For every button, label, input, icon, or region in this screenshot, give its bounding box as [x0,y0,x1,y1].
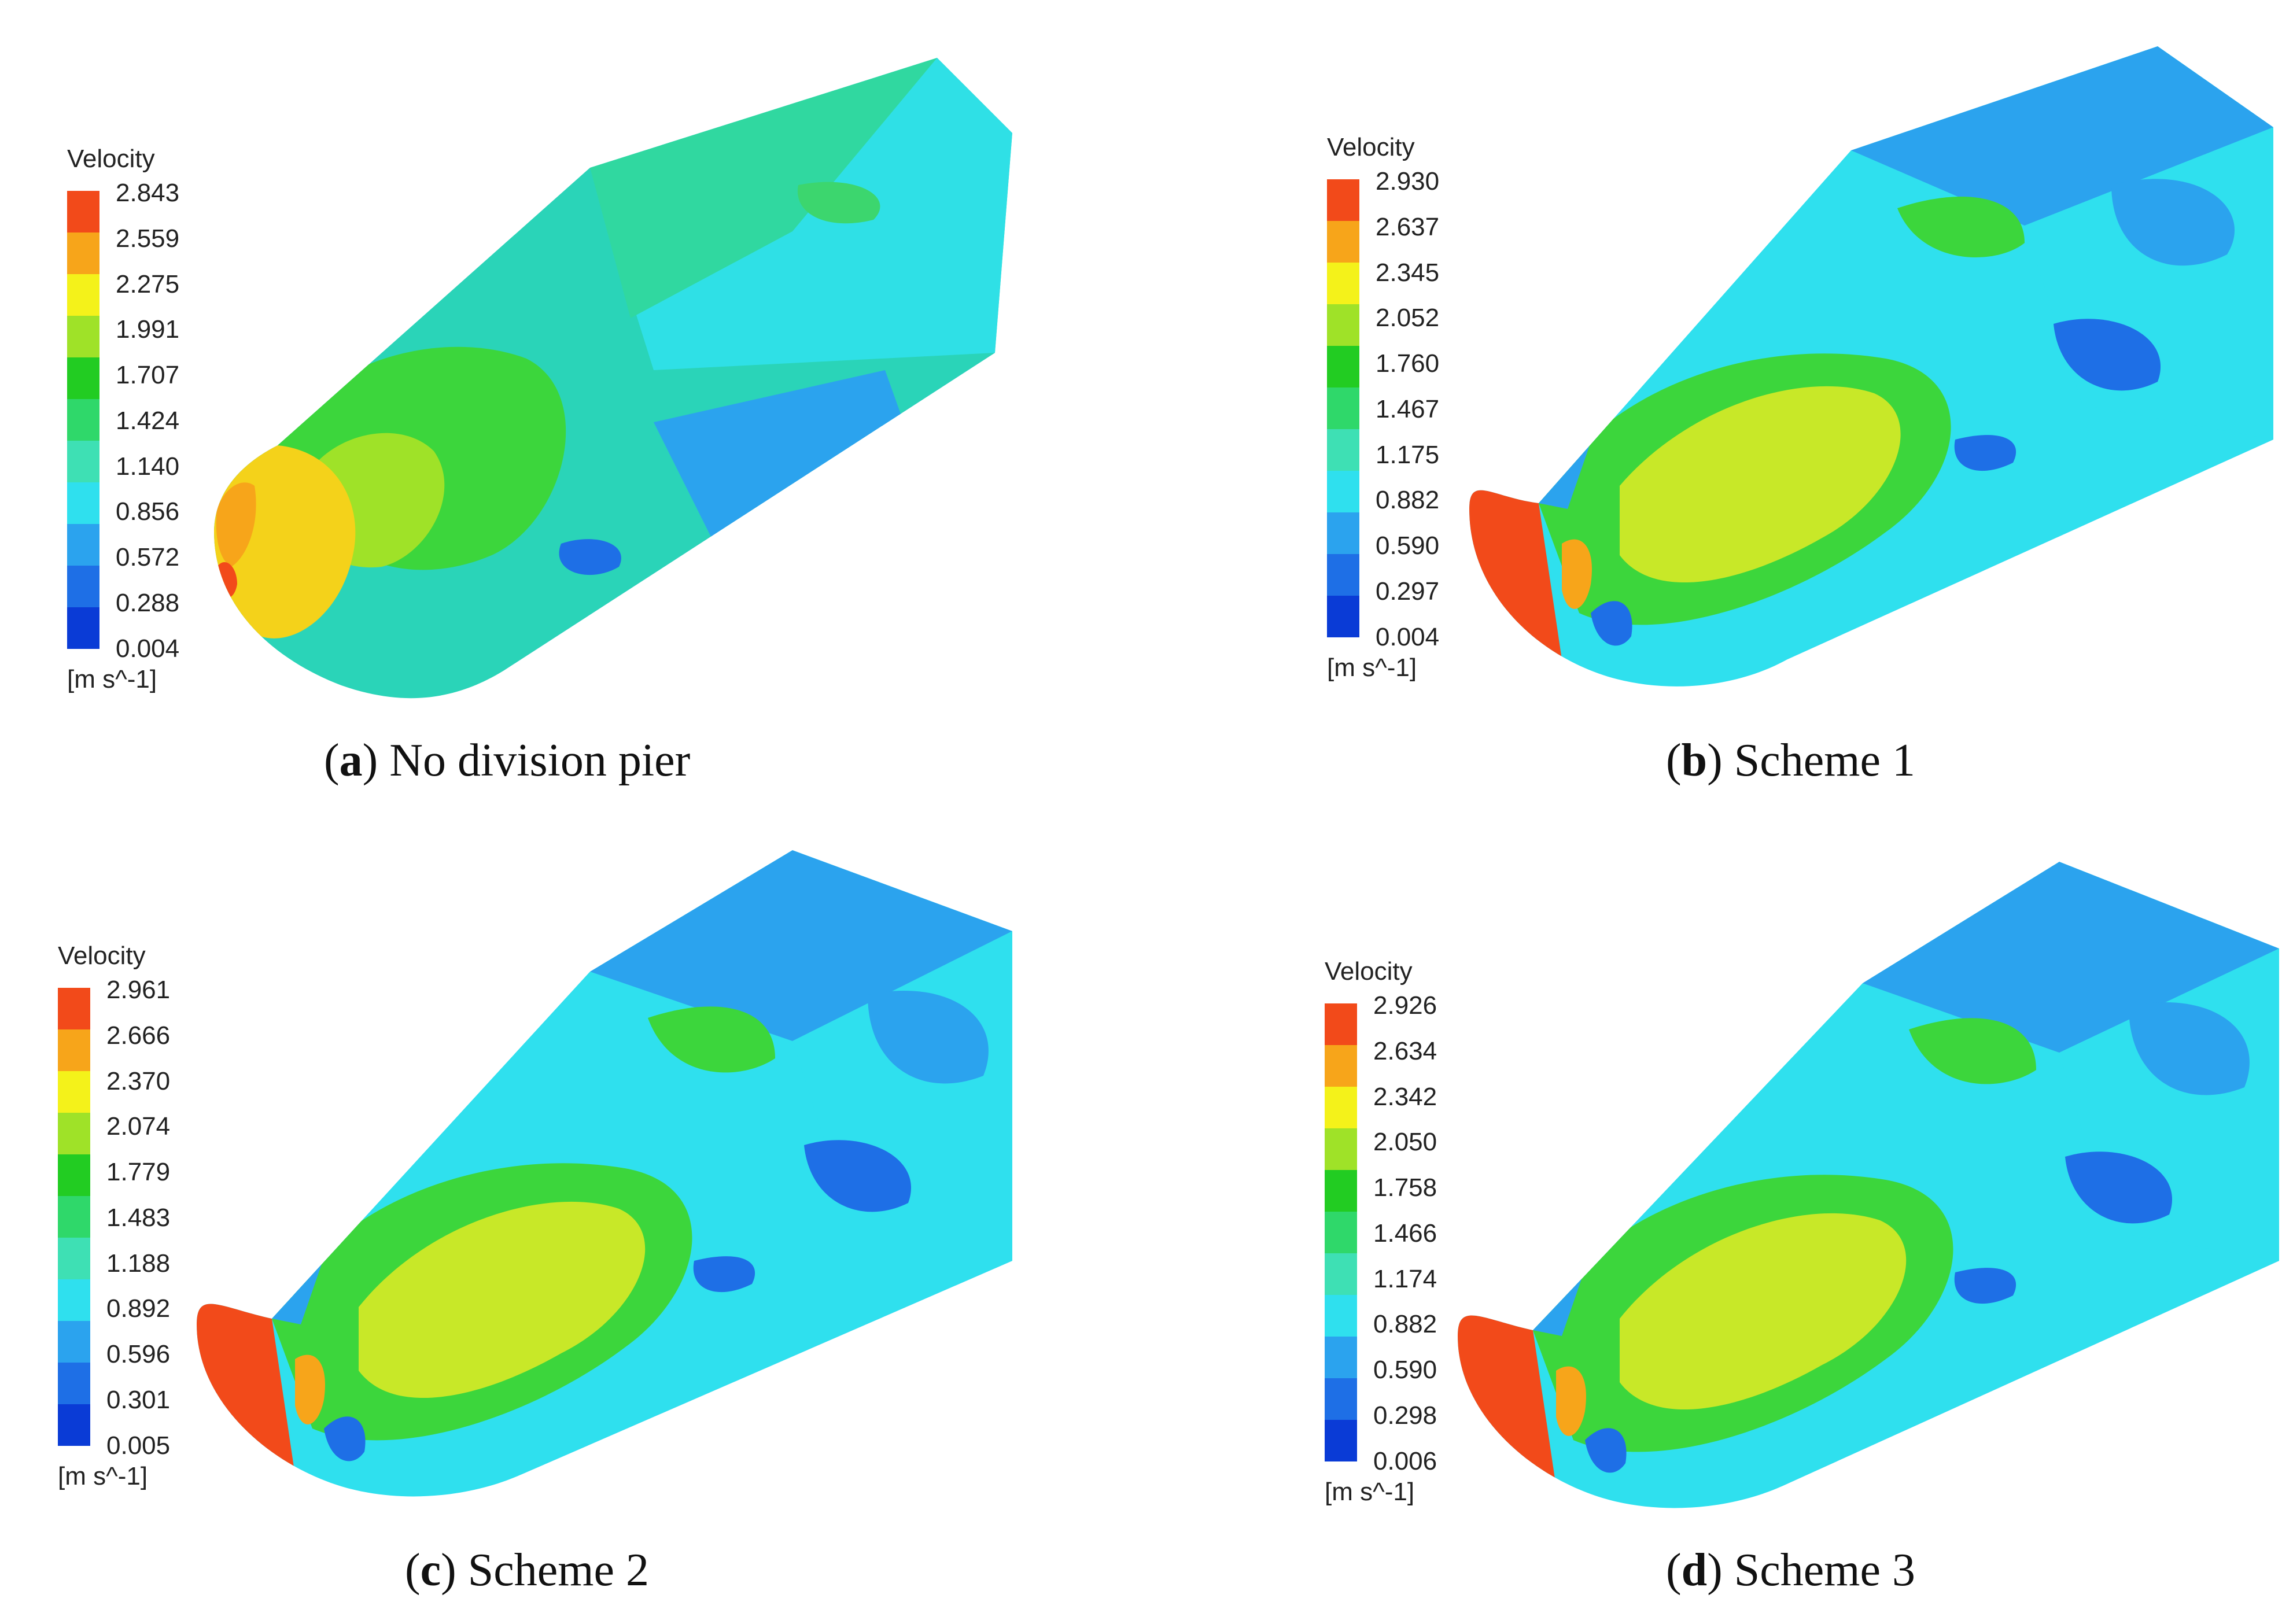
caption-c: (c) Scheme 2 [405,1545,650,1596]
legend-tick: 0.590 [1376,532,1440,560]
caption-text: Scheme 2 [467,1545,650,1596]
legend-tick: 0.004 [116,634,180,663]
velocity-contour-render-c [197,850,1012,1497]
legend-tick: 2.634 [1373,1037,1437,1065]
color-bar [1327,179,1359,637]
legend-tick: 2.342 [1373,1083,1437,1111]
legend-tick: 1.467 [1376,395,1440,423]
caption-text: Scheme 1 [1734,735,1916,786]
caption-d: (d) Scheme 3 [1666,1545,1916,1596]
legend-tick: 0.856 [116,497,180,526]
legend-tick: 1.174 [1373,1265,1437,1293]
legend-tick: 2.074 [106,1112,171,1141]
legend-tick: 0.892 [106,1294,171,1323]
legend-tick: 1.424 [116,407,180,435]
legend-unit: [m s^-1] [1325,1478,1415,1506]
legend-tick: 2.370 [106,1067,171,1095]
legend-tick: 1.140 [116,452,180,481]
legend-unit: [m s^-1] [1327,654,1417,682]
caption-letter: d [1681,1545,1708,1596]
legend-tick: 2.666 [106,1021,171,1050]
legend-tick: 0.882 [1373,1310,1437,1338]
legend-tick: 2.926 [1373,991,1437,1020]
legend-tick: 2.052 [1376,304,1440,332]
legend-tick: 2.961 [106,976,171,1004]
velocity-contour-render-a [214,58,1012,699]
legend-tick: 1.758 [1373,1173,1437,1202]
legend-unit: [m s^-1] [67,665,157,693]
caption-letter: b [1681,735,1708,786]
legend-title: Velocity [1325,957,1413,986]
legend-title: Velocity [67,145,155,173]
legend-tick: 0.288 [116,589,180,617]
caption-a: (a) No division pier [324,735,691,786]
legend-title: Velocity [58,942,146,970]
legend-tick: 2.930 [1376,167,1440,195]
legend-tick: 2.843 [116,179,180,207]
legend-unit: [m s^-1] [58,1462,148,1490]
legend-tick: 1.175 [1376,441,1440,469]
color-bar [58,988,90,1446]
caption-b: (b) Scheme 1 [1666,735,1916,786]
legend-tick: 0.596 [106,1340,171,1368]
legend-tick: 0.006 [1373,1447,1437,1475]
legend-tick: 2.050 [1373,1128,1437,1156]
legend-tick: 0.005 [106,1431,171,1460]
legend-tick: 2.637 [1376,213,1440,241]
legend-tick: 0.590 [1373,1356,1437,1384]
legend-tick: 1.760 [1376,349,1440,378]
caption-letter: c [420,1545,441,1596]
velocity-contour-render-b [1469,46,2273,686]
legend-tick: 0.572 [116,543,180,571]
legend-tick: 1.779 [106,1158,171,1186]
legend-tick: 1.991 [116,315,180,344]
legend-tick: 0.004 [1376,623,1440,651]
caption-text: No division pier [389,735,691,786]
caption-letter: a [339,735,363,786]
legend-tick: 1.483 [106,1204,171,1232]
legend-tick: 1.466 [1373,1219,1437,1247]
legend-tick: 0.298 [1373,1401,1437,1430]
caption-text: Scheme 3 [1734,1545,1916,1596]
velocity-contour-render-d [1458,862,2279,1508]
legend-tick: 2.345 [1376,259,1440,287]
legend-tick: 1.188 [106,1249,171,1278]
legend-tick: 0.882 [1376,486,1440,514]
legend-tick: 0.297 [1376,577,1440,606]
legend-title: Velocity [1327,133,1415,161]
legend-tick: 2.275 [116,270,180,298]
legend-tick: 1.707 [116,361,180,389]
legend-tick: 2.559 [116,224,180,253]
color-bar [1325,1003,1357,1461]
legend-tick: 0.301 [106,1386,171,1414]
color-bar [67,191,99,649]
